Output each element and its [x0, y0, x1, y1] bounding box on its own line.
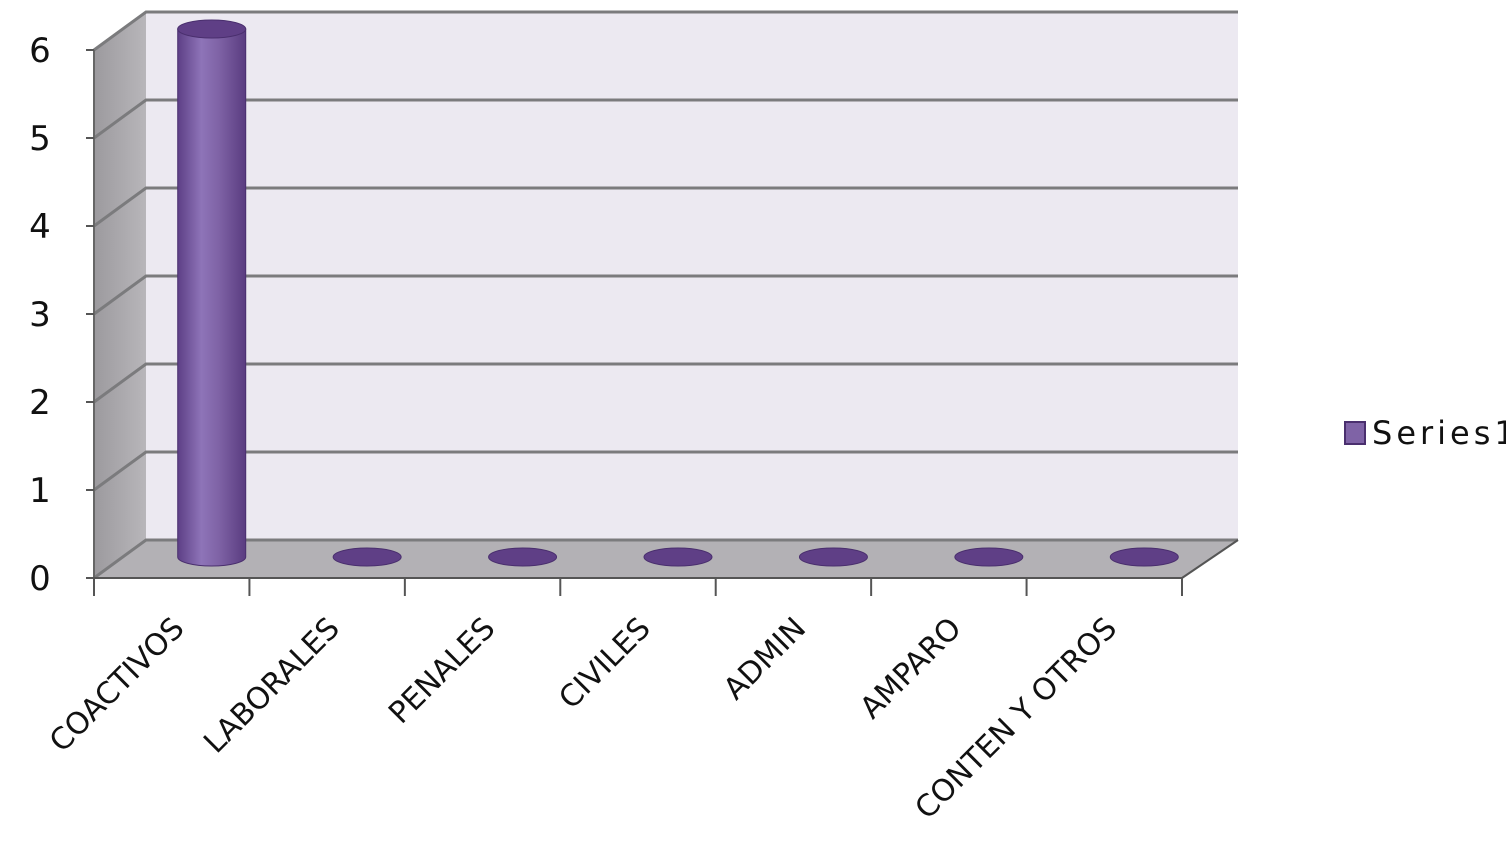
gridline	[93, 274, 1238, 316]
y-tick-label: 0	[29, 559, 51, 599]
bar-coactivos	[177, 19, 247, 567]
y-tick-label: 4	[29, 207, 51, 247]
legend: Series1	[1344, 414, 1506, 452]
floor-edge	[1181, 539, 1239, 579]
gridline	[93, 10, 1238, 52]
gridline	[93, 362, 1238, 404]
x-tick-label: LABORALES	[197, 611, 347, 761]
y-tick-label: 2	[29, 383, 51, 423]
bar-base	[1109, 547, 1179, 567]
y-tick-label: 3	[29, 295, 51, 335]
bar-top	[177, 19, 247, 39]
y-tick-label: 1	[29, 471, 51, 511]
legend-label-series1: Series1	[1372, 414, 1506, 452]
gridline	[93, 98, 1238, 140]
gridline	[93, 186, 1238, 228]
legend-swatch-series1	[1344, 421, 1366, 445]
bar-admin	[798, 547, 868, 567]
bar-base	[954, 547, 1024, 567]
gridline	[93, 450, 1238, 492]
x-tick-label: PENALES	[382, 611, 502, 731]
gridline	[93, 538, 1238, 580]
y-tick-label: 5	[29, 119, 51, 159]
x-tick-label: AMPARO	[854, 611, 969, 726]
bar-base	[488, 547, 558, 567]
bar-laborales	[332, 547, 402, 567]
bar-penales	[488, 547, 558, 567]
x-tick-label: ADMIN	[717, 611, 813, 707]
y-tick-label: 6	[29, 31, 51, 71]
bar-conten-y-otros	[1109, 547, 1179, 567]
bar-amparo	[954, 547, 1024, 567]
bar-body	[177, 28, 247, 567]
x-tick-label: COACTIVOS	[43, 611, 191, 759]
x-tick-label: CIVILES	[552, 611, 657, 716]
bar-base	[643, 547, 713, 567]
bar-base	[332, 547, 402, 567]
bar-civiles	[643, 547, 713, 567]
bar-base	[798, 547, 868, 567]
